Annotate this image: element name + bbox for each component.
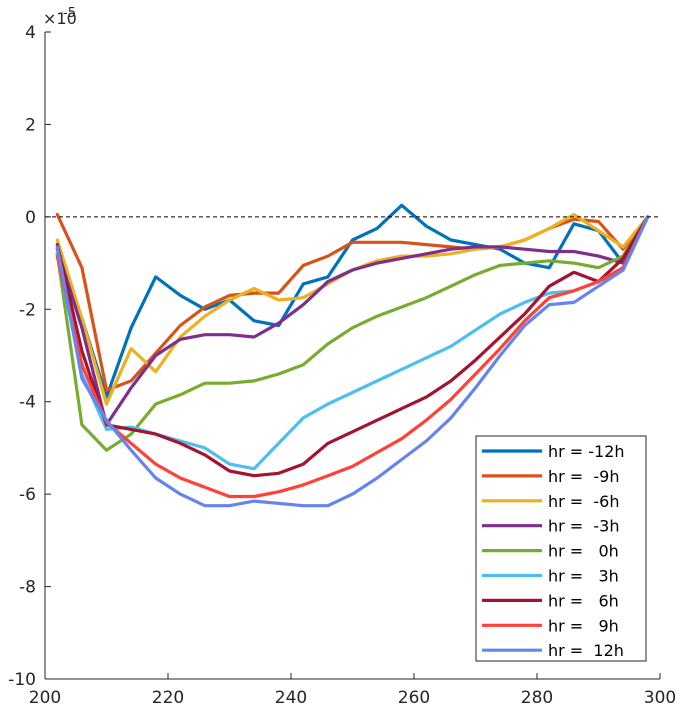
legend-label-5: hr = 3h (548, 567, 619, 586)
x-tick-label-1: 220 (152, 688, 184, 708)
x-tick-label-4: 280 (521, 688, 553, 708)
legend-label-8: hr = 12h (548, 641, 624, 660)
series-line-4 (55, 215, 650, 452)
x-tick-label-0: 200 (29, 688, 61, 708)
legend: hr = -12h hr = -9h hr = -6h hr = -3h hr = 0h… (475, 435, 647, 662)
y-tick-label-2: 0 (25, 208, 36, 228)
y-tick-label-6: -8 (19, 578, 36, 598)
x-tick-label-2: 240 (275, 688, 307, 708)
series-line-0 (55, 203, 650, 399)
plot-lines (55, 203, 650, 508)
y-tick-label-4: -4 (19, 393, 36, 413)
legend-label-3: hr = -3h (548, 517, 619, 536)
legend-label-6: hr = 6h (548, 591, 619, 610)
y-exponent-label: ×10 (43, 9, 77, 28)
y-exponent-power: -5 (63, 6, 76, 21)
y-tick-label-7: -10 (8, 670, 36, 690)
y-exponent: ×10 -5 (43, 6, 77, 28)
series-line-8 (55, 215, 650, 508)
axes (44, 31, 661, 680)
y-tick-label-5: -6 (19, 485, 36, 505)
legend-box (475, 435, 647, 662)
x-tick-label-5: 300 (644, 688, 676, 708)
series-line-7 (55, 215, 650, 499)
legend-label-4: hr = 0h (548, 542, 619, 561)
legend-label-7: hr = 9h (548, 616, 619, 635)
x-tick-label-3: 260 (398, 688, 430, 708)
y-tick-label-1: 2 (25, 115, 36, 135)
legend-label-0: hr = -12h (548, 442, 625, 461)
legend-label-1: hr = -9h (548, 467, 619, 486)
legend-label-2: hr = -6h (548, 492, 619, 511)
series-line-3 (55, 215, 650, 427)
y-tick-label-0: 4 (25, 23, 36, 43)
y-tick-label-3: -2 (19, 300, 36, 320)
series-line-6 (55, 215, 650, 478)
